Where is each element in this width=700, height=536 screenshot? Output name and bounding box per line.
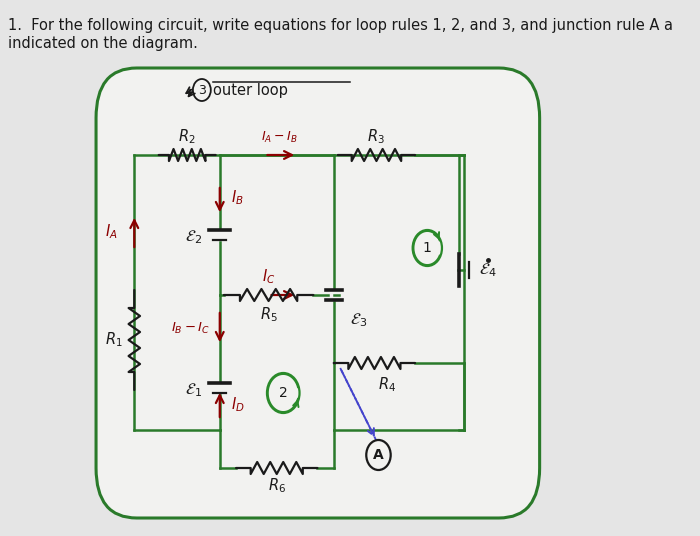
Text: $R_5$: $R_5$ xyxy=(260,306,277,324)
Text: $I_B - I_C$: $I_B - I_C$ xyxy=(171,321,210,336)
Text: $\mathcal{E}_4$: $\mathcal{E}_4$ xyxy=(479,261,496,279)
Text: $R_4$: $R_4$ xyxy=(377,376,395,394)
Text: $I_A - I_B$: $I_A - I_B$ xyxy=(261,130,298,145)
Text: outer loop: outer loop xyxy=(214,83,288,98)
Text: $R_1$: $R_1$ xyxy=(105,331,122,349)
Text: $I_C$: $I_C$ xyxy=(262,267,275,286)
Text: $\mathcal{E}_1$: $\mathcal{E}_1$ xyxy=(185,381,202,399)
Text: 1.  For the following circuit, write equations for loop rules 1, 2, and 3, and j: 1. For the following circuit, write equa… xyxy=(8,18,673,33)
Text: $I_D$: $I_D$ xyxy=(231,396,245,414)
Text: $I_B$: $I_B$ xyxy=(231,189,244,207)
Text: 3: 3 xyxy=(198,84,206,96)
Text: indicated on the diagram.: indicated on the diagram. xyxy=(8,36,198,51)
FancyBboxPatch shape xyxy=(96,68,540,518)
Text: $\mathcal{E}_3$: $\mathcal{E}_3$ xyxy=(350,311,367,329)
Text: 2: 2 xyxy=(279,386,288,400)
Text: A: A xyxy=(373,448,384,462)
Text: $R_6$: $R_6$ xyxy=(267,477,286,495)
Text: 1: 1 xyxy=(423,241,432,255)
Text: $\mathcal{E}_2$: $\mathcal{E}_2$ xyxy=(185,228,202,246)
Text: $I_A$: $I_A$ xyxy=(106,222,118,241)
Text: $R_2$: $R_2$ xyxy=(178,128,196,146)
Text: $R_3$: $R_3$ xyxy=(367,128,385,146)
